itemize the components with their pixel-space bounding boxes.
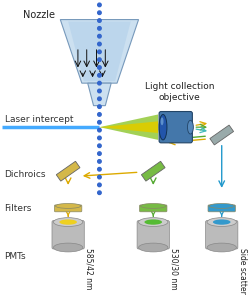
Ellipse shape [59, 219, 77, 225]
Circle shape [98, 128, 101, 132]
Text: PMTs: PMTs [4, 252, 26, 261]
Circle shape [98, 3, 101, 7]
Circle shape [98, 175, 101, 179]
Circle shape [98, 11, 101, 15]
Circle shape [98, 34, 101, 38]
Polygon shape [100, 115, 158, 140]
FancyBboxPatch shape [206, 221, 238, 249]
Ellipse shape [188, 120, 193, 134]
Polygon shape [88, 83, 111, 106]
Circle shape [98, 152, 101, 155]
Text: Nozzle: Nozzle [23, 10, 55, 20]
Ellipse shape [207, 218, 236, 226]
Circle shape [98, 160, 101, 163]
Circle shape [98, 105, 101, 109]
Text: Light collection
objective: Light collection objective [145, 82, 214, 102]
Text: 530/30 nm: 530/30 nm [170, 247, 179, 289]
FancyBboxPatch shape [54, 205, 82, 212]
Circle shape [98, 183, 101, 187]
Circle shape [98, 50, 101, 54]
Circle shape [98, 120, 101, 124]
Text: Side scatter: Side scatter [238, 247, 247, 293]
FancyBboxPatch shape [159, 112, 192, 143]
Circle shape [98, 136, 101, 140]
Ellipse shape [54, 218, 83, 226]
Circle shape [98, 191, 101, 195]
FancyBboxPatch shape [137, 221, 170, 249]
Ellipse shape [207, 243, 236, 252]
Polygon shape [56, 161, 80, 181]
Text: Laser intercept: Laser intercept [4, 115, 73, 124]
Circle shape [98, 27, 101, 30]
Ellipse shape [213, 219, 230, 225]
Polygon shape [60, 19, 138, 83]
Circle shape [98, 66, 101, 69]
Circle shape [98, 19, 101, 22]
Circle shape [98, 81, 101, 85]
Ellipse shape [54, 243, 83, 252]
Circle shape [98, 74, 101, 77]
FancyBboxPatch shape [208, 205, 236, 212]
FancyBboxPatch shape [52, 221, 84, 249]
Ellipse shape [209, 203, 234, 208]
Text: Filters: Filters [4, 204, 32, 213]
Polygon shape [142, 161, 165, 181]
Circle shape [98, 113, 101, 116]
Ellipse shape [138, 218, 168, 226]
Text: 585/42 nm: 585/42 nm [85, 247, 94, 289]
Ellipse shape [140, 203, 166, 208]
Circle shape [98, 89, 101, 93]
Ellipse shape [160, 117, 164, 125]
Ellipse shape [56, 203, 81, 208]
Circle shape [98, 42, 101, 46]
Text: Dichroics: Dichroics [4, 170, 46, 179]
Circle shape [98, 144, 101, 147]
Polygon shape [210, 125, 234, 145]
Circle shape [98, 168, 101, 171]
Polygon shape [100, 121, 158, 133]
FancyBboxPatch shape [140, 205, 167, 212]
Ellipse shape [138, 243, 168, 252]
Circle shape [98, 58, 101, 61]
Ellipse shape [159, 115, 167, 140]
Circle shape [98, 97, 101, 101]
Ellipse shape [144, 219, 162, 225]
Polygon shape [68, 22, 131, 81]
